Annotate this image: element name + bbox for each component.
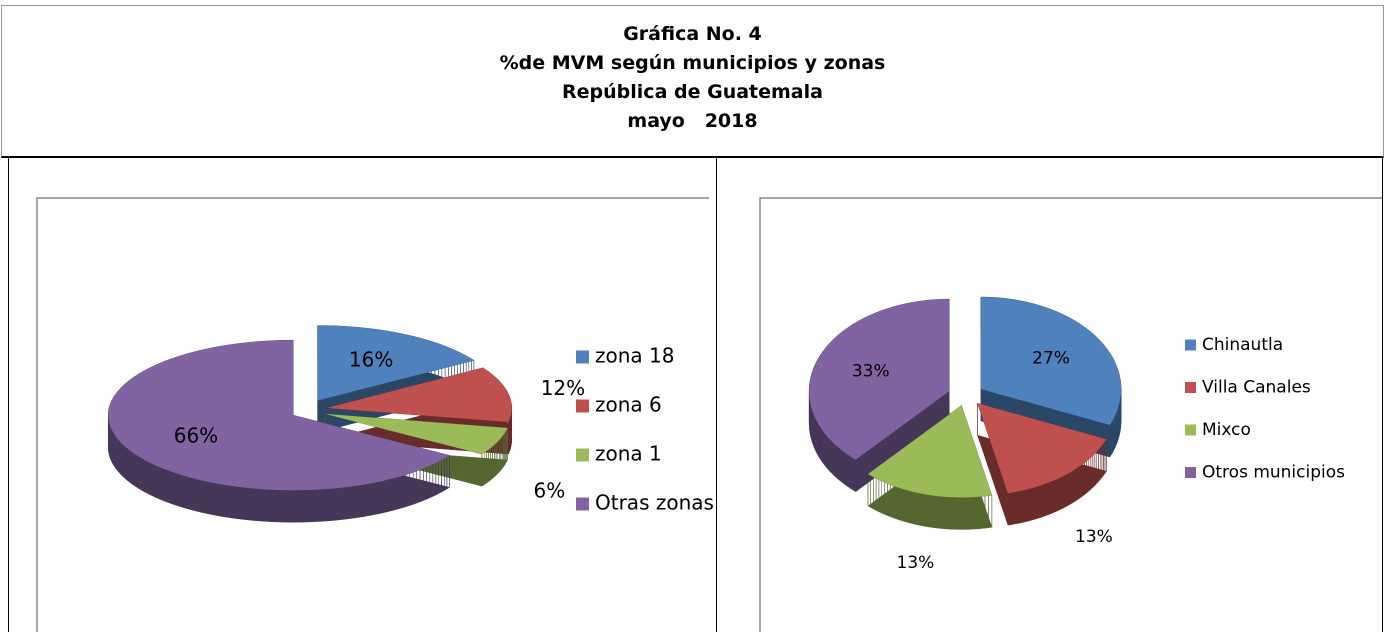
- plot-frame: [36, 197, 709, 632]
- legend-label: Mixco: [1202, 420, 1251, 440]
- plot-frame: [759, 197, 1382, 632]
- data-label: 66%: [174, 423, 218, 447]
- chart: 16% zona 18 12% zona 6 6% zona 1 66% Otras zona…: [36, 197, 714, 632]
- panel: 16% zona 18 12% zona 6 6% zona 1 66% Otras zona…: [8, 157, 717, 632]
- data-label: 6%: [533, 478, 565, 502]
- slice: [809, 299, 950, 460]
- title-line: Gráfica No. 4: [623, 23, 762, 45]
- slice: [325, 413, 508, 455]
- data-label: 12%: [541, 376, 585, 400]
- slice: [317, 325, 474, 401]
- legend-swatch: [1185, 382, 1196, 393]
- slice: [981, 297, 1122, 426]
- legend-label: Villa Canales: [1202, 378, 1311, 398]
- legend-label: zona 18: [595, 344, 674, 368]
- legend-swatch: [576, 350, 589, 364]
- data-label: 33%: [852, 361, 890, 381]
- data-label: 27%: [1032, 349, 1070, 369]
- legend-label: Otros municipios: [1202, 463, 1345, 483]
- legend-label: zona 1: [595, 442, 662, 466]
- pie-tops: [809, 297, 1122, 498]
- slice: [108, 340, 450, 491]
- slice: [326, 367, 512, 423]
- header: Gráfica No. 4 %de MVM según municipios y…: [1, 5, 1384, 158]
- title-line: %de MVM según municipios y zonas: [499, 52, 886, 74]
- legend-swatch: [576, 399, 589, 413]
- chart: 27% Chinautla 13% Villa Canales 13% Mixco 33% O…: [759, 197, 1382, 632]
- legend-swatch: [1185, 339, 1196, 351]
- panel: 27% Chinautla 13% Villa Canales 13% Mixco 33% O…: [716, 157, 1383, 632]
- data-label: 16%: [349, 348, 393, 372]
- title-line: República de Guatemala: [562, 81, 823, 103]
- legend-label: Otras zonas: [595, 491, 714, 515]
- legend-swatch: [576, 497, 589, 511]
- legend-swatch: [1185, 467, 1196, 478]
- legend-swatch: [1185, 424, 1196, 436]
- title-line: mayo 2018: [627, 110, 758, 132]
- pie-tops: [108, 325, 512, 491]
- data-label: 13%: [1075, 527, 1113, 547]
- slice: [977, 403, 1107, 494]
- legend-label: Chinautla: [1202, 335, 1283, 355]
- data-label: 13%: [897, 553, 935, 573]
- legend-swatch: [576, 448, 589, 462]
- slice: [868, 405, 992, 498]
- legend-label: zona 6: [595, 393, 662, 417]
